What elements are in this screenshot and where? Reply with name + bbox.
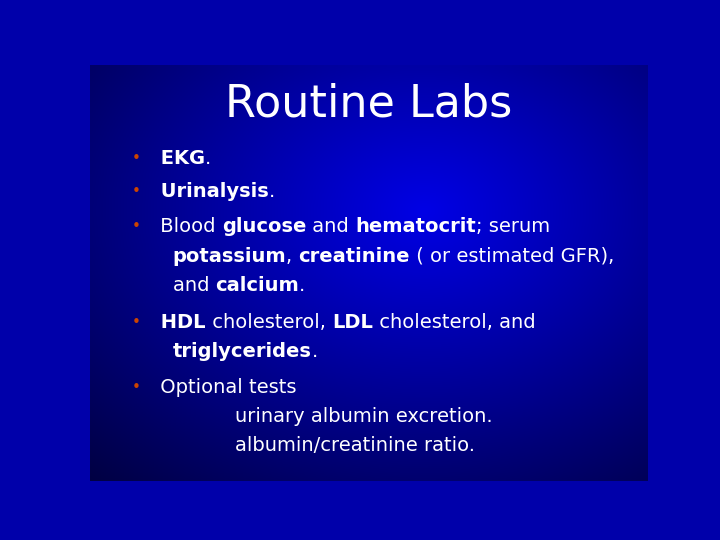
Text: Routine Labs: Routine Labs [225, 83, 513, 126]
Text: LDL: LDL [332, 313, 373, 332]
Text: glucose: glucose [222, 218, 306, 237]
Text: .: . [312, 342, 318, 361]
Text: EKG: EKG [154, 149, 205, 168]
Text: Urinalysis: Urinalysis [154, 182, 269, 201]
Text: •: • [132, 219, 140, 234]
Text: and: and [173, 276, 215, 295]
Text: ; serum: ; serum [476, 218, 550, 237]
Text: Optional tests: Optional tests [154, 377, 297, 396]
Text: ,: , [287, 247, 299, 266]
Text: .: . [299, 276, 305, 295]
Text: •: • [132, 315, 140, 330]
Text: •: • [132, 151, 140, 166]
Text: .: . [269, 182, 275, 201]
Text: and: and [306, 218, 355, 237]
Text: .: . [205, 149, 212, 168]
Text: albumin/creatinine ratio.: albumin/creatinine ratio. [235, 436, 475, 455]
Text: cholesterol, and: cholesterol, and [373, 313, 535, 332]
Text: •: • [132, 184, 140, 199]
Text: ( or estimated GFR),: ( or estimated GFR), [410, 247, 614, 266]
Text: creatinine: creatinine [299, 247, 410, 266]
Text: urinary albumin excretion.: urinary albumin excretion. [235, 407, 492, 426]
Text: HDL: HDL [154, 313, 206, 332]
Text: potassium: potassium [173, 247, 287, 266]
Text: calcium: calcium [215, 276, 299, 295]
Text: cholesterol,: cholesterol, [206, 313, 332, 332]
Text: •: • [132, 380, 140, 395]
Text: hematocrit: hematocrit [355, 218, 476, 237]
Text: Blood: Blood [154, 218, 222, 237]
Text: triglycerides: triglycerides [173, 342, 312, 361]
